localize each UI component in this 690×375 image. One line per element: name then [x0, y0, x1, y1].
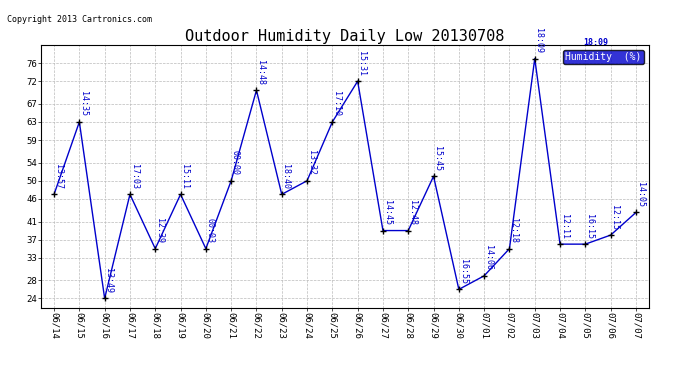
Text: 15:11: 15:11 — [180, 164, 189, 189]
Text: 16:15: 16:15 — [585, 214, 594, 238]
Text: 16:55: 16:55 — [459, 259, 468, 284]
Text: 15:31: 15:31 — [357, 51, 366, 76]
Text: 17:03: 17:03 — [130, 164, 139, 189]
Text: 14:35: 14:35 — [79, 92, 88, 116]
Text: 12:48: 12:48 — [408, 200, 417, 225]
Title: Outdoor Humidity Daily Low 20130708: Outdoor Humidity Daily Low 20130708 — [186, 29, 504, 44]
Text: 12:15: 12:15 — [611, 204, 620, 230]
Text: 14:48: 14:48 — [256, 60, 265, 85]
Text: 18:09: 18:09 — [535, 28, 544, 53]
Text: 17:10: 17:10 — [332, 92, 341, 116]
Text: 12:39: 12:39 — [155, 218, 164, 243]
Legend: Humidity  (%): Humidity (%) — [564, 50, 644, 64]
Text: 00:00: 00:00 — [231, 150, 240, 175]
Text: 14:06: 14:06 — [484, 245, 493, 270]
Text: 13:49: 13:49 — [104, 268, 113, 293]
Text: 00:03: 00:03 — [206, 218, 215, 243]
Text: 15:45: 15:45 — [433, 146, 442, 171]
Text: 13:57: 13:57 — [54, 164, 63, 189]
Text: 13:32: 13:32 — [307, 150, 316, 175]
Text: 12:11: 12:11 — [560, 214, 569, 238]
Text: 14:05: 14:05 — [635, 182, 644, 207]
Text: 12:18: 12:18 — [509, 218, 518, 243]
Text: Copyright 2013 Cartronics.com: Copyright 2013 Cartronics.com — [7, 15, 152, 24]
Text: 18:09: 18:09 — [583, 38, 608, 47]
Text: 14:45: 14:45 — [383, 200, 392, 225]
Text: 18:40: 18:40 — [282, 164, 290, 189]
